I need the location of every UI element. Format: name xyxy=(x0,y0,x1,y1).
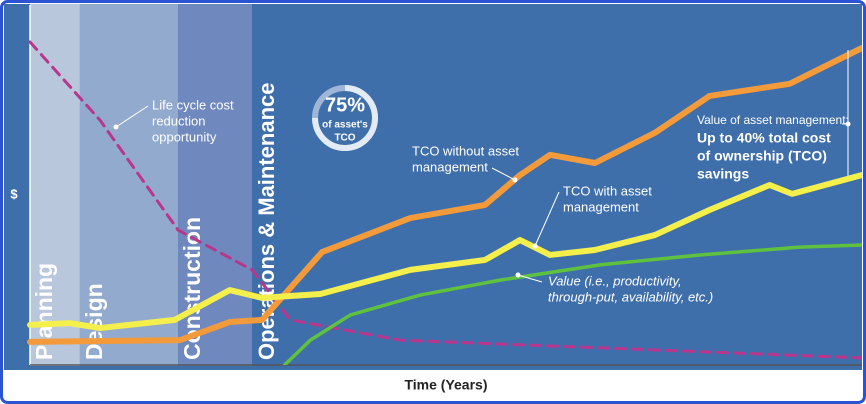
series-line xyxy=(28,40,862,360)
annotation-pointer xyxy=(115,105,149,128)
annotation-pointer xyxy=(534,191,560,247)
phase-band xyxy=(79,4,179,366)
annotation-text: management xyxy=(563,199,639,214)
callout-bold: of ownership (TCO) xyxy=(697,148,827,164)
annotation-dot xyxy=(113,124,119,130)
callout-bold: savings xyxy=(697,166,749,182)
annotation-dot xyxy=(515,272,521,278)
phase-band xyxy=(178,4,253,366)
annotation-text: management xyxy=(412,159,488,174)
series-line xyxy=(282,243,862,365)
callout-text: Value of asset management: xyxy=(697,113,849,127)
phase-label: Design xyxy=(81,283,107,360)
callout-bold: Up to 40% total cost xyxy=(697,130,831,146)
annotation-text: TCO without asset xyxy=(412,143,519,158)
badge-text: of asset's xyxy=(322,120,368,131)
annotation-pointer xyxy=(491,167,516,181)
badge-arc xyxy=(312,85,378,151)
badge-text: TCO xyxy=(334,133,355,144)
y-axis-label: $ xyxy=(10,186,18,201)
annotation-text: TCO with asset xyxy=(563,183,652,198)
annotation-text: Value (i.e., productivity, xyxy=(548,273,682,288)
annotation-text: Life cycle cost xyxy=(152,97,234,112)
annotation-dot xyxy=(512,177,518,183)
series-line xyxy=(27,44,862,345)
badge-value: 75% xyxy=(325,94,365,116)
annotation-pointer xyxy=(517,274,543,283)
series-line xyxy=(27,172,862,332)
phase-label: Planning xyxy=(31,263,57,360)
annotation-text: reduction xyxy=(152,113,205,128)
callout-dot xyxy=(845,121,851,127)
phase-band xyxy=(30,4,80,366)
annotation-text: through-put, availability, etc.) xyxy=(548,289,713,304)
x-axis-label: Time (Years) xyxy=(404,377,487,393)
phase-band xyxy=(252,4,863,366)
annotation-dot xyxy=(532,243,538,249)
annotation-text: opportunity xyxy=(152,129,217,144)
